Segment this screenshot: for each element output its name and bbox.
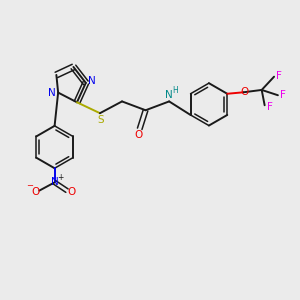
Text: O: O	[32, 187, 40, 197]
Text: O: O	[67, 187, 76, 197]
Text: −: −	[26, 181, 33, 190]
Text: N: N	[51, 177, 59, 188]
Text: N: N	[48, 88, 56, 98]
Text: F: F	[267, 102, 273, 112]
Text: S: S	[98, 115, 104, 125]
Text: F: F	[280, 90, 286, 100]
Text: N: N	[88, 76, 96, 86]
Text: F: F	[276, 70, 282, 80]
Text: O: O	[134, 130, 142, 140]
Text: O: O	[240, 87, 248, 97]
Text: +: +	[57, 173, 63, 182]
Text: H: H	[172, 86, 178, 95]
Text: N: N	[165, 90, 173, 100]
